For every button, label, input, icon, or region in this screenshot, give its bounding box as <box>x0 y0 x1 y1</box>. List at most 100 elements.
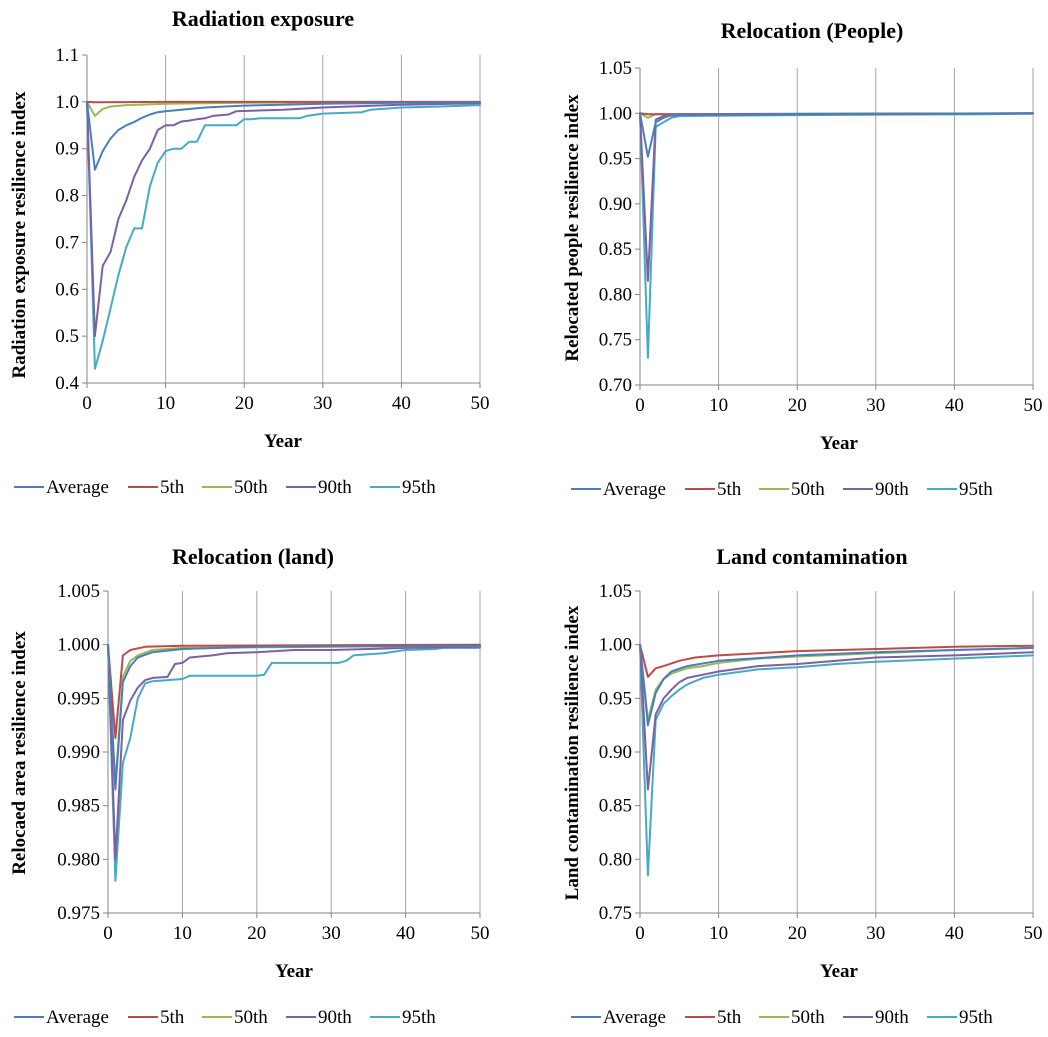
x-tick-label: 20 <box>788 395 807 416</box>
y-axis-label: Radiation exposure resilience index <box>9 91 30 378</box>
y-tick-label: 0.990 <box>57 742 100 763</box>
series-line-50th <box>107 643 481 786</box>
series-line-average <box>639 643 1034 727</box>
x-tick-label: 0 <box>82 393 92 414</box>
x-tick-label: 10 <box>156 393 175 414</box>
chart-title: Radiation exposure <box>172 6 355 31</box>
y-tick-label: 0.9 <box>55 139 79 160</box>
panel-relocation-people: Relocation (People) Year Relocated peopl… <box>562 18 1043 500</box>
series-line-90th <box>639 112 1034 282</box>
y-tick-label: 1.05 <box>599 581 632 602</box>
x-tick-label: 40 <box>945 395 964 416</box>
legend-label: 95th <box>402 1007 436 1028</box>
series-line-average <box>107 643 481 791</box>
y-tick-label: 0.7 <box>55 232 79 253</box>
series-line-90th <box>639 643 1034 791</box>
series-line-average <box>86 100 481 171</box>
y-tick-label: 0.75 <box>599 330 632 351</box>
series-line-average <box>639 112 1034 158</box>
y-tick-label: 0.75 <box>599 903 632 924</box>
x-tick-label: 40 <box>945 923 964 944</box>
legend-label: Average <box>46 1007 109 1028</box>
y-tick-label: 0.985 <box>57 796 100 817</box>
chart-title: Relocation (People) <box>721 18 904 43</box>
x-tick-label: 50 <box>471 923 490 944</box>
legend-label: 50th <box>791 1007 825 1028</box>
y-tick-label: 0.5 <box>55 326 79 347</box>
series-line-50th <box>639 643 1034 721</box>
x-tick-label: 40 <box>396 923 415 944</box>
x-tick-label: 10 <box>173 923 192 944</box>
y-tick-label: 0.70 <box>599 375 632 396</box>
y-tick-label: 0.4 <box>55 373 79 394</box>
y-tick-label: 0.85 <box>599 239 632 260</box>
x-tick-label: 50 <box>471 393 490 414</box>
x-tick-label: 50 <box>1024 923 1043 944</box>
panel-radiation-exposure: Radiation exposure Year Radiation exposu… <box>9 6 490 498</box>
y-tick-label: 1.0 <box>55 92 79 113</box>
x-tick-label: 40 <box>392 393 411 414</box>
legend-label: 5th <box>160 1007 185 1028</box>
y-axis-label: Relocated people resilience index <box>562 94 583 362</box>
x-tick-label: 20 <box>247 923 266 944</box>
x-axis-label: Year <box>820 433 859 454</box>
y-tick-label: 1.005 <box>57 581 100 602</box>
y-tick-label: 1.05 <box>599 58 632 79</box>
legend-label: 95th <box>959 479 993 500</box>
y-tick-label: 0.6 <box>55 279 79 300</box>
y-tick-label: 0.90 <box>599 194 632 215</box>
panel-land-contamination: Land contamination Year Land contaminati… <box>562 544 1043 1028</box>
legend-label: 95th <box>402 477 436 498</box>
x-tick-label: 50 <box>1024 395 1043 416</box>
y-axis-label: Relocaed area resilience index <box>9 631 30 875</box>
x-tick-label: 30 <box>866 923 885 944</box>
legend-label: 90th <box>318 1007 352 1028</box>
legend-label: 90th <box>875 479 909 500</box>
y-tick-label: 0.85 <box>599 796 632 817</box>
panel-relocation-land: Relocation (land) Year Relocaed area res… <box>9 544 490 1028</box>
series-line-5th <box>107 643 481 739</box>
y-tick-label: 0.95 <box>599 149 632 170</box>
x-axis-label: Year <box>820 961 859 982</box>
y-tick-label: 0.90 <box>599 742 632 763</box>
series-line-5th <box>639 643 1034 678</box>
y-tick-label: 0.95 <box>599 688 632 709</box>
x-tick-label: 0 <box>635 923 645 944</box>
y-tick-label: 0.80 <box>599 284 632 305</box>
y-tick-label: 0.8 <box>55 186 79 207</box>
legend-label: 50th <box>234 1007 268 1028</box>
x-tick-label: 0 <box>635 395 645 416</box>
legend-label: 95th <box>959 1007 993 1028</box>
x-axis-label: Year <box>275 961 314 982</box>
x-tick-label: 10 <box>709 395 728 416</box>
series-line-95th <box>107 643 481 882</box>
legend-label: 90th <box>318 477 352 498</box>
x-tick-label: 30 <box>322 923 341 944</box>
series-line-95th <box>86 100 481 370</box>
x-tick-label: 20 <box>235 393 254 414</box>
x-tick-label: 0 <box>103 923 113 944</box>
x-tick-label: 30 <box>866 395 885 416</box>
legend-label: 5th <box>717 479 742 500</box>
legend-label: Average <box>603 479 666 500</box>
y-tick-label: 1.00 <box>599 103 632 124</box>
y-tick-label: 0.975 <box>57 903 100 924</box>
y-tick-label: 0.80 <box>599 849 632 870</box>
legend-label: 90th <box>875 1007 909 1028</box>
legend-label: 5th <box>717 1007 742 1028</box>
series-line-95th <box>639 643 1034 877</box>
series-line-95th <box>639 112 1034 359</box>
legend-label: 5th <box>160 477 185 498</box>
y-tick-label: 1.000 <box>57 635 100 656</box>
x-axis-label: Year <box>264 431 303 452</box>
x-tick-label: 30 <box>313 393 332 414</box>
y-tick-label: 0.980 <box>57 849 100 870</box>
chart-title: Land contamination <box>716 544 907 569</box>
chart-title: Relocation (land) <box>172 544 334 569</box>
y-tick-label: 1.00 <box>599 635 632 656</box>
series-line-90th <box>107 643 481 861</box>
series-line-90th <box>86 100 481 338</box>
legend-label: 50th <box>234 477 268 498</box>
x-tick-label: 10 <box>709 923 728 944</box>
